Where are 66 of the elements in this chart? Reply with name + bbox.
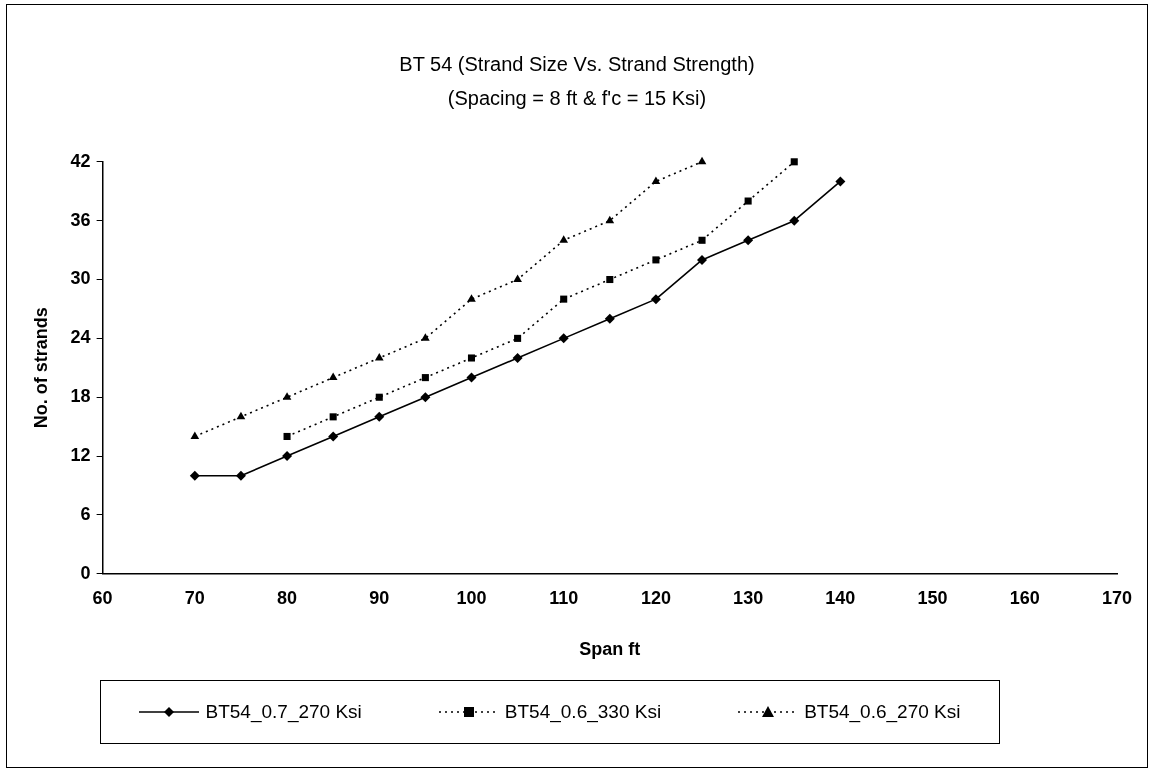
point xyxy=(514,334,522,342)
point xyxy=(421,374,429,382)
x-tick-label: 130 xyxy=(733,587,764,608)
y-tick-label: 24 xyxy=(70,327,91,348)
x-tick-label: 120 xyxy=(640,587,671,608)
x-tick-label: 90 xyxy=(369,587,390,608)
point xyxy=(558,333,569,344)
point xyxy=(789,215,800,226)
y-tick-label: 30 xyxy=(70,268,91,289)
y-axis-title: No. of strands xyxy=(30,307,51,429)
point xyxy=(744,197,752,205)
chart-subtitle: (Spacing = 8 ft & f'c = 15 Ksi) xyxy=(446,86,708,111)
chart-title: BT 54 (Strand Size Vs. Strand Strength) xyxy=(398,52,756,77)
point xyxy=(282,451,293,462)
x-tick-label: 70 xyxy=(184,587,205,608)
y-tick-label: 36 xyxy=(70,209,91,230)
point xyxy=(559,235,569,243)
point xyxy=(329,413,337,421)
point xyxy=(374,352,384,361)
point xyxy=(512,352,523,363)
point xyxy=(697,156,707,165)
legend-label: BT54_0.6_330 Ksi xyxy=(504,701,662,723)
point xyxy=(467,294,476,302)
point xyxy=(651,176,661,184)
point xyxy=(190,431,200,439)
point xyxy=(835,176,846,187)
x-tick-label: 110 xyxy=(549,587,579,608)
point xyxy=(650,294,661,305)
x-tick-label: 60 xyxy=(92,587,113,608)
point xyxy=(328,372,338,381)
x-tick-label: 80 xyxy=(277,587,298,608)
point xyxy=(560,295,568,303)
legend-label: BT54_0.7_270 Ksi xyxy=(205,701,362,723)
x-tick-label: 170 xyxy=(1101,587,1133,608)
y-tick-label: 0 xyxy=(80,562,91,583)
x-tick-label: 140 xyxy=(825,587,856,608)
point xyxy=(282,392,292,400)
point xyxy=(467,354,476,362)
point xyxy=(328,431,339,442)
point xyxy=(466,372,477,383)
x-tick-label: 160 xyxy=(1009,587,1040,608)
y-tick-label: 12 xyxy=(70,445,91,466)
point xyxy=(743,235,754,246)
point xyxy=(420,392,431,403)
point xyxy=(604,313,615,324)
point xyxy=(421,333,430,341)
point xyxy=(513,274,522,283)
y-tick-label: 6 xyxy=(80,503,91,524)
point xyxy=(374,411,385,422)
point xyxy=(652,256,660,264)
point xyxy=(605,215,615,224)
x-axis-title: Span ft xyxy=(579,639,641,660)
point xyxy=(189,470,200,481)
y-tick-label: 42 xyxy=(70,150,91,171)
point xyxy=(375,393,383,401)
point xyxy=(606,275,614,284)
point xyxy=(698,236,706,244)
point xyxy=(697,254,708,265)
y-tick-label: 18 xyxy=(70,386,91,407)
legend-label: BT54_0.6_270 Ksi xyxy=(804,701,961,723)
point xyxy=(790,158,798,166)
point xyxy=(283,432,291,440)
x-tick-label: 150 xyxy=(917,587,948,608)
point xyxy=(236,411,246,420)
point xyxy=(235,470,246,481)
x-tick-label: 100 xyxy=(456,587,487,608)
